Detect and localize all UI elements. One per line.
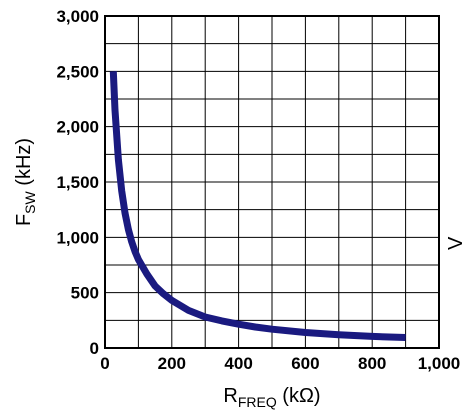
- y-tick-label: 500: [71, 284, 99, 303]
- x-tick-labels: 0 200 400 600 800 1,000: [100, 354, 460, 373]
- y-tick-label: 2,500: [56, 62, 99, 81]
- fsw-curve: [109, 71, 406, 341]
- x-axis-label: RFREQ (kΩ): [223, 385, 320, 410]
- x-tick-label: 400: [224, 354, 252, 373]
- plot-frame: [104, 15, 440, 349]
- y-tick-labels: 0 500 1,000 1,500 2,000 2,500 3,000: [56, 7, 99, 358]
- y-tick-label: 0: [90, 339, 99, 358]
- x-tick-label: 0: [100, 354, 109, 373]
- y-tick-label: 3,000: [56, 7, 99, 26]
- x-tick-label: 600: [291, 354, 319, 373]
- x-tick-label: 1,000: [418, 354, 461, 373]
- x-tick-label: 200: [158, 354, 186, 373]
- x-tick-label: 800: [358, 354, 386, 373]
- series-layer: [109, 71, 406, 341]
- clipped-right-axis-label: V: [445, 236, 466, 250]
- y-axis-label: FSW (kHz): [13, 138, 38, 226]
- y-tick-label: 1,500: [56, 173, 99, 192]
- grid-lines: [105, 16, 439, 348]
- y-tick-label: 1,000: [56, 228, 99, 247]
- y-tick-label: 2,000: [56, 118, 99, 137]
